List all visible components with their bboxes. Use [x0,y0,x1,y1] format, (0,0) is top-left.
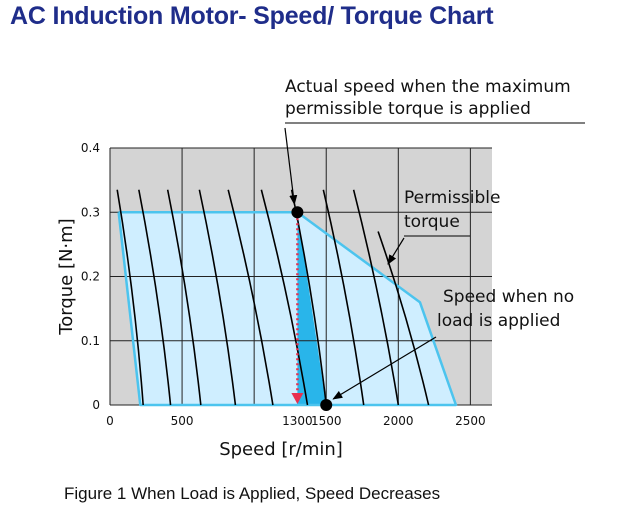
x-tick-label: 1300 [282,414,313,428]
speed-torque-curve [198,189,237,406]
y-axis-title: Torque [N·m] [56,218,77,335]
annotation-layer: Actual speed when the maximum permissible… [284,77,585,400]
x-tick-label: 2500 [455,414,486,428]
speed-torque-curve [322,189,365,406]
speed-torque-curve [260,189,309,406]
no-load-point [320,399,333,411]
speed-drop-arrowhead [291,393,304,404]
annotation-no-load: Speed when no load is applied [437,287,574,331]
annotation-leader-no-load [332,336,437,400]
figure-caption: Figure 1 When Load is Applied, Speed Dec… [64,484,441,503]
speed-torque-curve [116,189,144,406]
speed-torque-curve [138,189,172,406]
x-axis-title: Speed [r/min] [219,439,343,460]
annotation-leader-permissible [387,237,405,265]
speed-torque-curve [352,189,400,406]
annotation-max-torque: Actual speed when the maximum permissible… [285,77,571,119]
max-torque-point [291,206,304,219]
speed-torque-curve [377,231,430,406]
y-tick-label: 0 [92,398,100,412]
speed-drop-wedge [297,212,327,405]
x-tick-label: 1500 [311,414,342,428]
permissible-region [118,212,456,405]
y-tick-label: 0.3 [81,205,100,219]
speed-torque-curve [166,189,202,406]
annotation-permissible-torque: Permissible torque [404,188,501,232]
annotation-leader-max-torque [284,127,298,206]
y-tick-label: 0.2 [81,270,100,284]
x-tick-label: 500 [171,414,194,428]
y-tick-label: 0.1 [81,334,100,348]
page-title: AC Induction Motor- Speed/ Torque Chart [10,2,494,30]
x-tick-label: 0 [106,414,114,428]
x-tick-label: 2000 [383,414,414,428]
y-tick-label: 0.4 [81,141,100,155]
speed-torque-curve [227,189,274,406]
